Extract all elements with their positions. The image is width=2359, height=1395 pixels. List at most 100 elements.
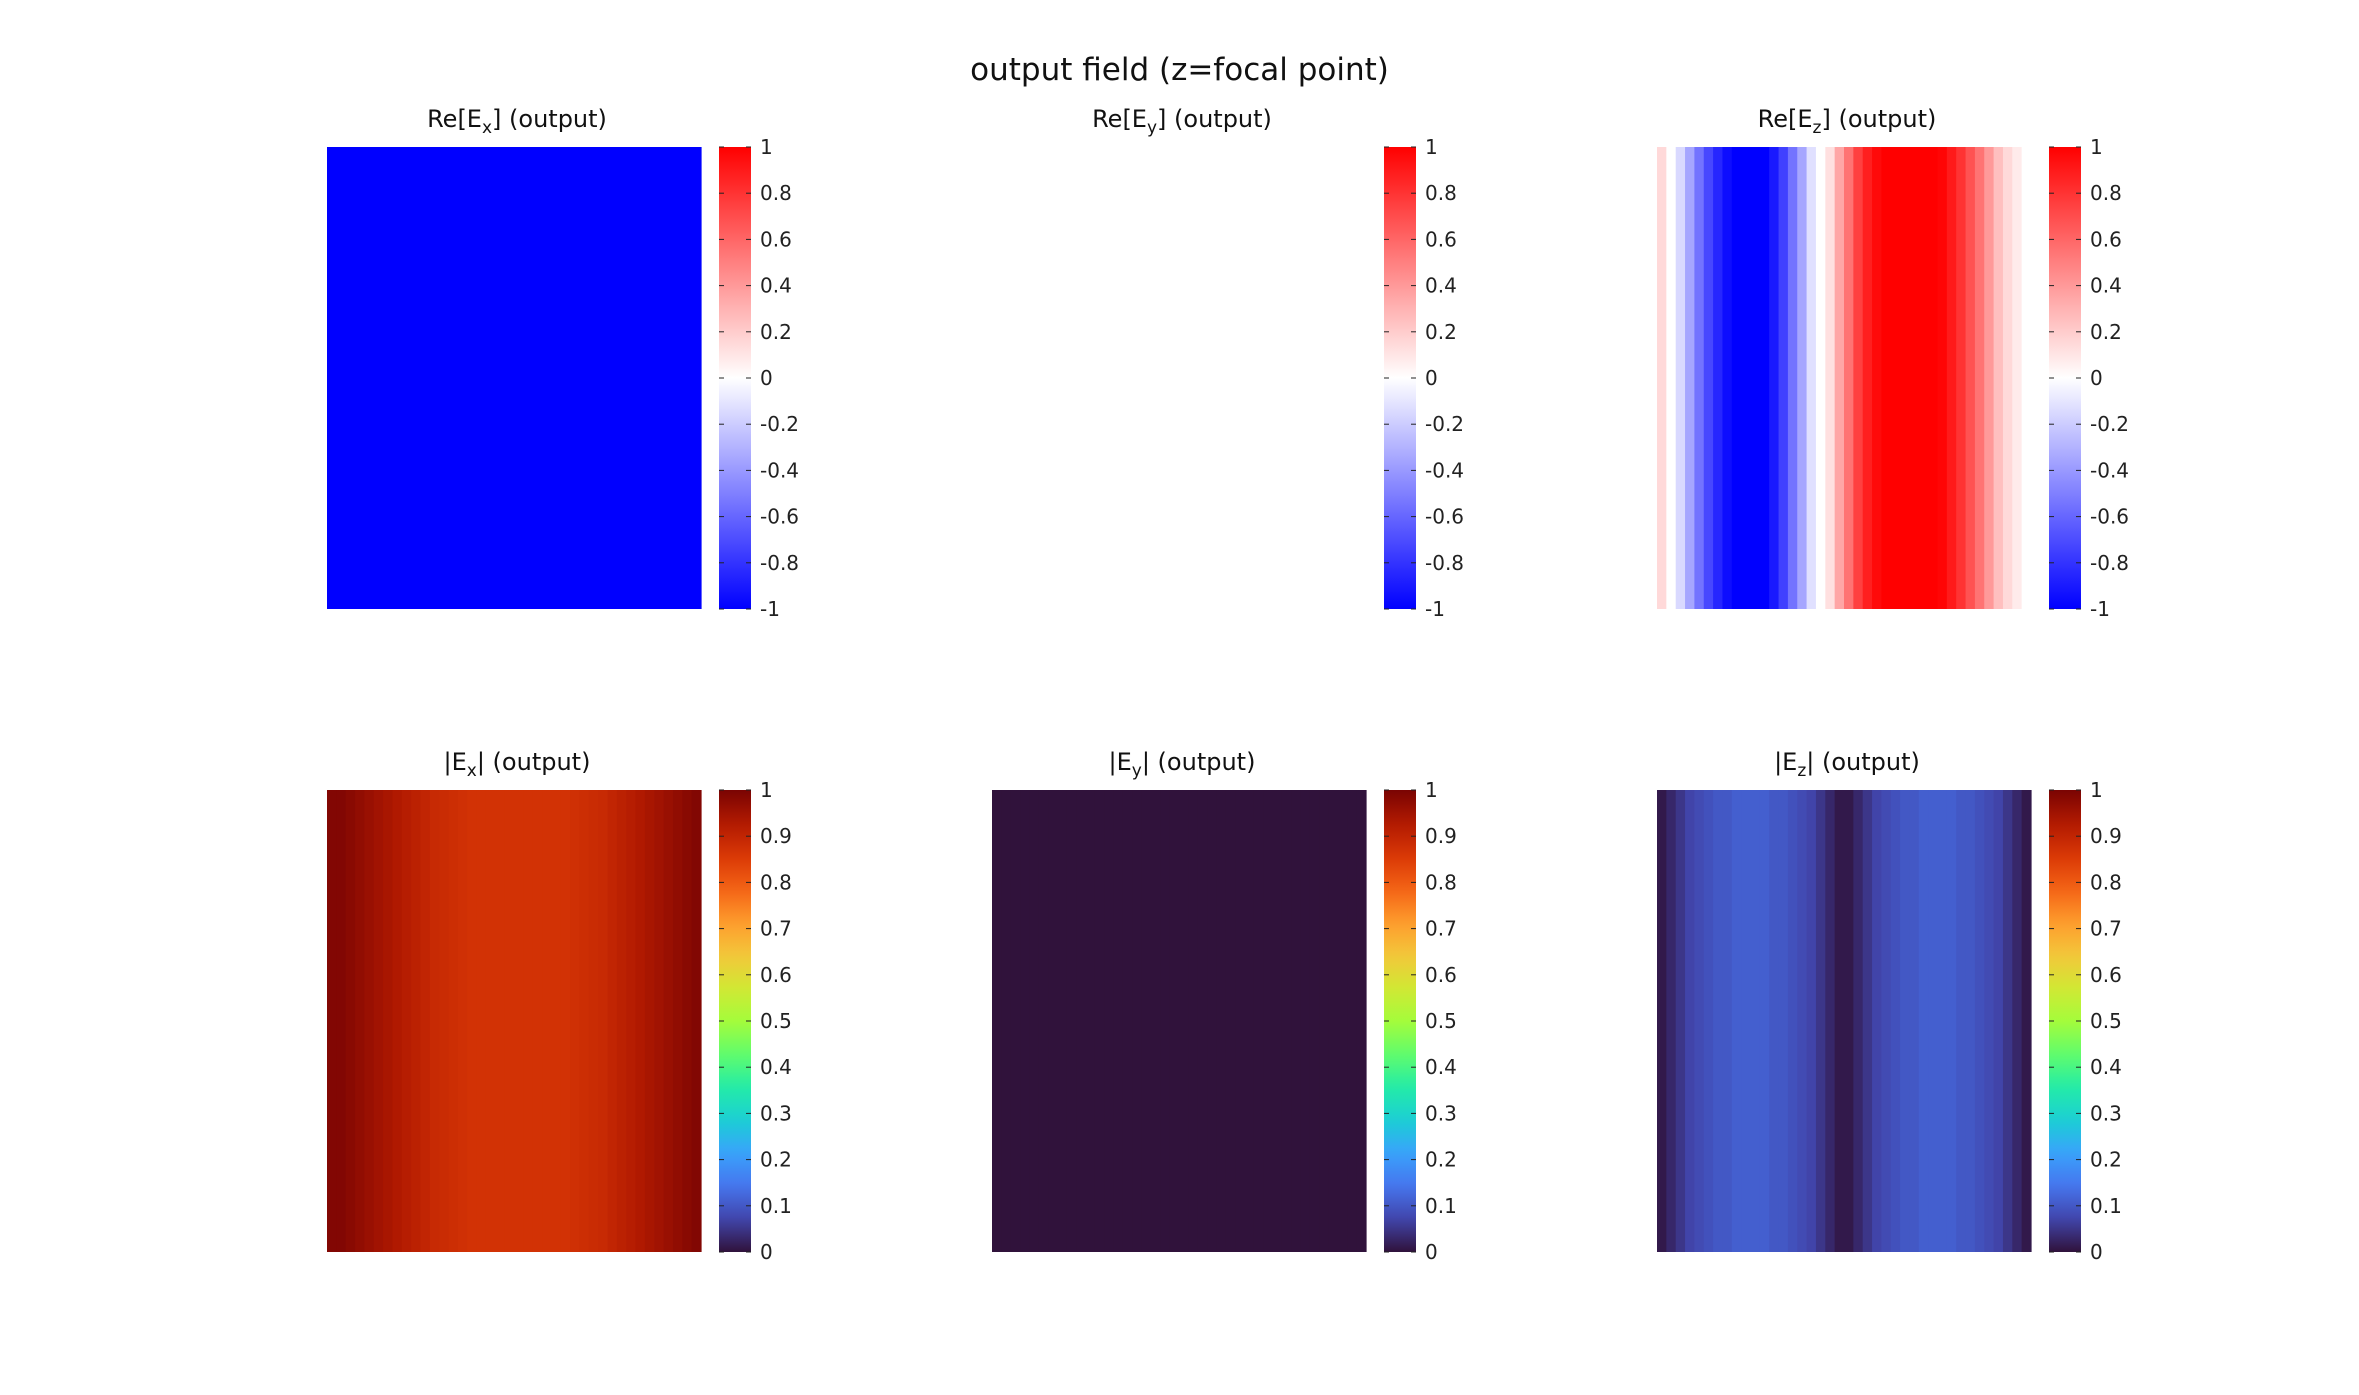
heatmap-cell (457, 147, 468, 609)
heatmap-cell (560, 147, 571, 609)
colorbar-tick-label: -0.6 (760, 505, 799, 529)
heatmap-cell (672, 790, 683, 1252)
heatmap-cell (1703, 790, 1714, 1252)
heatmap-cell (1797, 790, 1808, 1252)
heatmap-cell (1806, 790, 1817, 1252)
heatmap-cell (1806, 147, 1817, 609)
colorbar-tick-label: 0.4 (1425, 274, 1457, 298)
colorbar-tick-label: 0.8 (760, 181, 792, 205)
heatmap-cell (682, 147, 693, 609)
heatmap-cell (1890, 147, 1901, 609)
colorbar-tick-label: 0.3 (1425, 1101, 1457, 1125)
heatmap-cell (1928, 147, 1939, 609)
panel-re-ey: Re[Ey] (output) 1 0.8 0.6 0.4 0.2 0 -0.2 -0.4 -0… (992, 105, 1672, 665)
heatmap-cell (1020, 147, 1030, 609)
heatmap-cell (570, 147, 581, 609)
colorbar-tick-label: 0.7 (1425, 917, 1457, 941)
heatmap-cell (1844, 147, 1854, 609)
heatmap-cell (1965, 147, 1976, 609)
heatmap-cell (448, 790, 459, 1252)
heatmap-cell (1179, 147, 1189, 609)
heatmap-cell (1057, 147, 1068, 609)
colorbar-tick-label: 0.2 (760, 1148, 792, 1172)
heatmap-re-ey: 1 0.8 0.6 0.4 0.2 0 -0.2 -0.4 -0.6 -0.8 -1 (992, 135, 1464, 621)
heatmap-cell (1010, 147, 1021, 609)
colorbar-tick-label: 0.3 (2090, 1101, 2122, 1125)
heatmap-cell (1722, 790, 1733, 1252)
heatmap-cell (1759, 790, 1770, 1252)
heatmap-cell (1881, 790, 1892, 1252)
heatmap-cell (1890, 790, 1901, 1252)
colorbar-tick-label: 0.4 (760, 274, 792, 298)
heatmap-cell (345, 147, 356, 609)
heatmap-cell (383, 147, 394, 609)
heatmap-cell (523, 147, 534, 609)
panel-title-subscript: y (1146, 117, 1158, 138)
heatmap-cell (635, 147, 646, 609)
panel-re-ez: Re[Ez] (output) 1 0.8 0.6 0.4 0.2 0 -0.2 -0.4 -0… (1657, 105, 2337, 665)
colorbar-tick-label: -0.4 (760, 458, 799, 482)
panel-title-subscript: y (1131, 760, 1142, 781)
heatmap-cell (588, 790, 599, 1252)
heatmap-cell (1347, 147, 1358, 609)
colorbar-tick-label: 0 (2090, 1240, 2103, 1264)
heatmap-cell (1197, 790, 1208, 1252)
colorbar-tick-label: 0.8 (1425, 870, 1457, 894)
heatmap-cell (1675, 790, 1686, 1252)
heatmap-cell (682, 790, 693, 1252)
colorbar-tick-label: 0.5 (760, 1009, 792, 1033)
heatmap-cell (598, 790, 609, 1252)
panel-title-prefix: |E (1774, 748, 1798, 776)
panel-title-suffix: | (output) (1141, 748, 1256, 776)
heatmap-cell (532, 790, 543, 1252)
heatmap-cell (1328, 147, 1339, 609)
heatmap-cell (1253, 790, 1264, 1252)
heatmap-cell (1347, 790, 1358, 1252)
heatmap-cell (1881, 147, 1892, 609)
heatmap-cell (1038, 790, 1049, 1252)
heatmap-cell (560, 790, 571, 1252)
heatmap-cell (579, 147, 590, 609)
panel-title-subscript: x (481, 117, 493, 138)
heatmap-cell (1094, 147, 1105, 609)
heatmap-cell (1272, 790, 1283, 1252)
colorbar-tick-label: 0 (1425, 366, 1438, 390)
heatmap-cell (411, 790, 422, 1252)
heatmap-cell (1900, 147, 1911, 609)
heatmap-cell (579, 790, 590, 1252)
heatmap-cell (644, 147, 655, 609)
heatmap-cell (1694, 147, 1705, 609)
colorbar (719, 147, 751, 609)
heatmap-cell (1085, 790, 1096, 1252)
heatmap-cell (1685, 147, 1695, 609)
colorbar-tick-label: 0.6 (760, 227, 792, 251)
panel-title-prefix: |E (443, 748, 467, 776)
heatmap-cell (607, 790, 618, 1252)
heatmap-cell (992, 790, 1002, 1252)
colorbar-tick-label: -0.4 (1425, 458, 1464, 482)
colorbar-tick-label: 0.9 (2090, 824, 2122, 848)
heatmap-cell (1057, 790, 1068, 1252)
heatmap-cell (1169, 790, 1180, 1252)
heatmap-cell (1207, 147, 1217, 609)
colorbar-tick-label: -0.6 (2090, 505, 2129, 529)
heatmap-abs-ey: 1 0.9 0.8 0.7 0.6 0.5 0.4 0.3 0.2 0.1 0 (992, 778, 1457, 1264)
colorbar-tick-label: 1 (760, 778, 773, 802)
heatmap-cell (1001, 147, 1012, 609)
heatmap-cell (1300, 147, 1311, 609)
heatmap-cell (467, 790, 478, 1252)
colorbar-tick-label: 1 (1425, 778, 1438, 802)
heatmap-cell (1113, 790, 1124, 1252)
heatmap-cell (476, 790, 487, 1252)
heatmap-cell (1319, 790, 1330, 1252)
panel-title-suffix: ] (output) (1821, 105, 1937, 133)
heatmap-cell (1356, 790, 1367, 1252)
colorbar-tick-label: 0.2 (2090, 320, 2122, 344)
colorbar-tick-label: -0.8 (760, 551, 799, 575)
heatmap-cell (1713, 147, 1724, 609)
heatmap-cell (1984, 790, 1995, 1252)
heatmap-cell (1337, 790, 1348, 1252)
colorbar-tick-label: 1 (2090, 778, 2103, 802)
heatmap-cell (1731, 147, 1742, 609)
colorbar (1384, 147, 1416, 609)
